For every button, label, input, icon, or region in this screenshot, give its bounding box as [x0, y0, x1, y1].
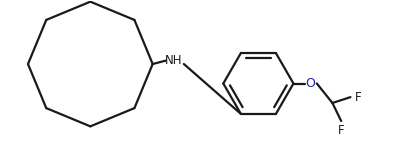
Text: F: F	[338, 124, 344, 137]
Text: F: F	[355, 91, 361, 104]
Text: O: O	[306, 77, 316, 90]
Text: NH: NH	[164, 54, 182, 67]
